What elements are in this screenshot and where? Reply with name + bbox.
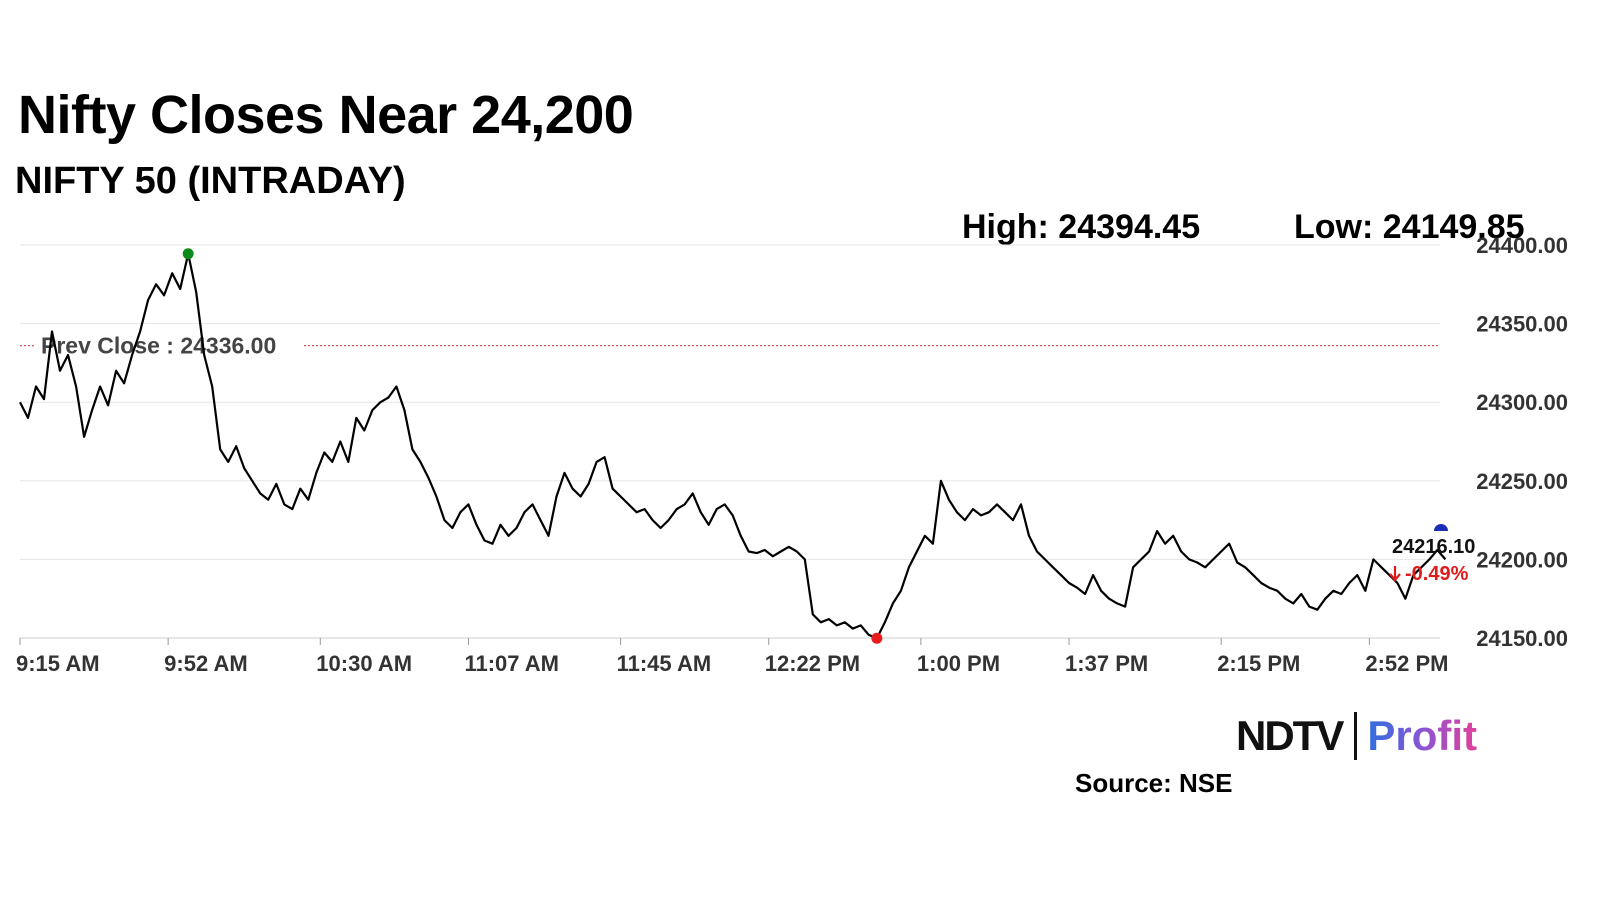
x-tick-label: 11:45 AM xyxy=(617,651,712,676)
x-tick-label: 2:52 PM xyxy=(1365,651,1448,676)
high-value-label: High: 24394.45 xyxy=(962,208,1201,246)
x-tick-label: 9:15 AM xyxy=(16,651,100,676)
prev-close-label: Prev Close : 24336.00 xyxy=(41,333,276,359)
profit-logo-text: Profit xyxy=(1367,712,1477,759)
y-axis: 24400.00 24350.00 24300.00 24250.00 24200.00… xyxy=(1476,233,1568,651)
last-value-group: 24216.10 -0.49% xyxy=(1389,536,1475,585)
x-tick-label: 12:22 PM xyxy=(765,651,860,676)
source-note: Source: NSE xyxy=(1075,768,1233,798)
y-tick-label: 24350.00 xyxy=(1476,312,1568,337)
y-tick-label: 24250.00 xyxy=(1476,469,1568,494)
markers xyxy=(182,248,1448,644)
x-tick-label: 9:52 AM xyxy=(164,651,248,676)
low-marker xyxy=(871,632,883,644)
y-tick-label: 24400.00 xyxy=(1476,233,1568,258)
chart-title: Nifty Closes Near 24,200 xyxy=(18,85,634,145)
series-line xyxy=(19,252,1447,640)
ndtv-profit-logo: NDTV Profit xyxy=(1236,712,1477,760)
x-tick-label: 2:15 PM xyxy=(1217,651,1300,676)
prev-close-reference: Prev Close : 24336.00 xyxy=(20,333,1440,359)
y-tick-label: 24200.00 xyxy=(1476,547,1568,572)
series-line-group xyxy=(19,252,1447,640)
y-tick-label: 24300.00 xyxy=(1476,390,1568,415)
high-marker xyxy=(182,248,194,260)
chart-subtitle: NIFTY 50 (INTRADAY) xyxy=(15,160,406,202)
gridlines xyxy=(20,244,1440,639)
x-tick-label: 1:37 PM xyxy=(1065,651,1148,676)
x-tick-label: 10:30 AM xyxy=(316,651,412,676)
down-arrow-icon xyxy=(1389,566,1401,582)
logo-divider xyxy=(1354,712,1358,760)
last-value-marker xyxy=(1434,524,1448,531)
low-value-label: Low: 24149.85 xyxy=(1294,208,1525,246)
x-tick-label: 1:00 PM xyxy=(917,651,1000,676)
ndtv-logo-text: NDTV xyxy=(1236,712,1344,759)
last-value-label: 24216.10 xyxy=(1392,536,1475,558)
change-percent-label: -0.49% xyxy=(1405,563,1469,585)
y-tick-label: 24150.00 xyxy=(1476,626,1568,651)
x-axis: 9:15 AM 9:52 AM 10:30 AM 11:07 AM 11:45 AM 12… xyxy=(16,637,1449,676)
x-tick-label: 11:07 AM xyxy=(464,651,559,676)
